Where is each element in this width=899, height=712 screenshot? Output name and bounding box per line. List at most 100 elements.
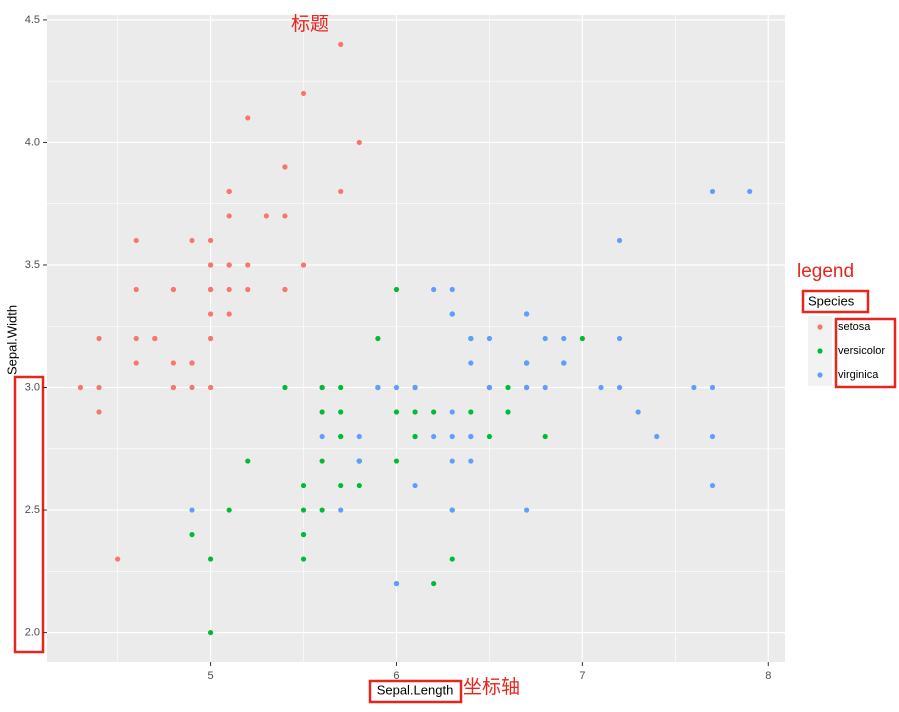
point [412,433,418,440]
point [505,384,511,391]
point [431,433,437,440]
point [524,311,530,317]
point [468,458,474,464]
point [300,507,307,513]
point [486,433,493,440]
point [282,384,288,391]
point [226,507,232,513]
point [226,188,232,195]
y-tick-label: 3.5 [25,259,40,271]
point [393,384,400,391]
point [245,286,251,293]
point [300,556,307,562]
y-tick-label: 3.0 [25,381,40,393]
point [207,629,214,636]
point [152,335,158,342]
point [561,335,567,342]
point [449,458,455,464]
point [338,507,344,513]
point [356,139,362,146]
point [616,335,623,342]
point [207,286,214,293]
point [561,360,567,366]
point [524,507,530,513]
point [207,311,214,317]
y-tick-label: 2.5 [25,504,40,516]
point [449,311,455,317]
point [486,335,493,342]
point [449,507,455,513]
point [189,507,195,513]
point [338,188,344,195]
highlight-box [834,317,897,389]
point [393,580,400,587]
point [115,556,121,562]
point [412,482,418,489]
legend-key [817,324,823,330]
point [691,384,697,391]
x-tick-label: 7 [579,670,585,682]
point [207,262,214,268]
point [319,507,325,513]
point [245,262,251,268]
point [393,286,400,293]
point [505,409,511,415]
point [170,384,177,391]
annotation: legend [797,261,854,282]
point [412,384,418,391]
point [709,188,716,195]
point [338,41,344,48]
point [449,433,455,440]
point [207,335,214,342]
legend-title: Species [808,293,855,308]
point [709,433,716,440]
point [226,213,232,219]
point [300,262,307,268]
annotation: 标题 [291,13,329,35]
point [431,286,437,293]
point [263,213,269,219]
x-axis-label: Sepal.Length [377,682,454,697]
point [226,286,232,293]
point [412,409,418,415]
point [282,286,288,293]
point [300,482,307,489]
point [449,409,455,415]
highlight-box [801,289,870,314]
point [449,286,455,293]
point [542,433,548,440]
point [189,237,195,244]
point [338,409,344,415]
point [393,458,400,464]
point [654,433,660,440]
y-tick-label: 2.0 [25,626,40,638]
point [300,531,307,538]
point [709,384,716,391]
point [598,384,604,391]
legend-label: setosa [838,321,871,333]
point [189,360,195,366]
point [393,409,400,415]
point [319,409,325,415]
point [579,335,585,342]
point [96,409,102,415]
point [468,433,474,440]
point [524,384,530,391]
point [207,556,214,562]
point [189,531,195,538]
point [282,213,288,219]
point [356,433,362,440]
point [226,262,232,268]
point [431,580,437,587]
point [616,384,623,391]
point [319,384,325,391]
point [747,188,753,195]
point [635,409,641,415]
highlight-box [368,679,463,704]
point [468,409,474,415]
point [96,335,102,342]
point [133,286,139,293]
legend-label: virginica [838,369,879,381]
point [77,384,84,391]
